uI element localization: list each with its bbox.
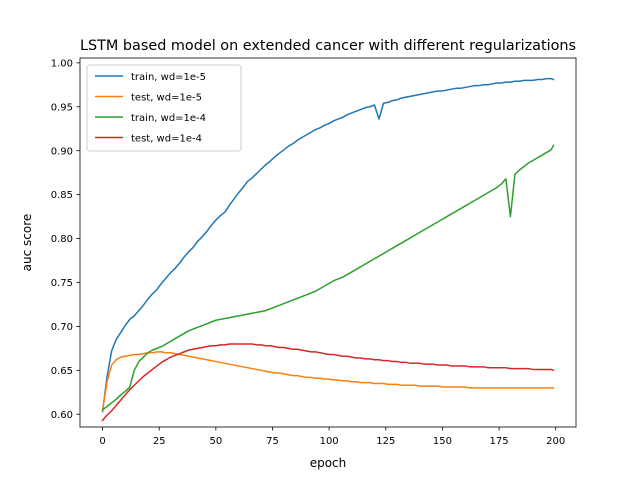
legend-label: train, wd=1e-5: [131, 72, 206, 83]
y-tick-label: 0.85: [51, 190, 73, 201]
x-tick-label: 175: [490, 436, 509, 447]
chart-title: LSTM based model on extended cancer with…: [80, 38, 576, 54]
x-tick-label: 200: [546, 436, 565, 447]
x-tick-label: 25: [153, 436, 166, 447]
legend: train, wd=1e-5 test, wd=1e-5 train, wd=1e-…: [86, 64, 242, 152]
series-line-3: [101, 144, 555, 411]
plot-lines: [101, 77, 555, 422]
y-tick-label: 0.75: [51, 278, 73, 289]
y-tick-label: 0.80: [51, 234, 73, 245]
legend-items: train, wd=1e-5 test, wd=1e-5 train, wd=1e-…: [95, 72, 206, 145]
y-tick-label: 0.65: [51, 366, 73, 377]
series-line-4: [101, 343, 555, 422]
y-tick-label: 1.00: [51, 58, 73, 69]
x-tick-label: 150: [433, 436, 452, 447]
x-tick-label: 50: [209, 436, 222, 447]
y-tick-label: 0.70: [51, 322, 73, 333]
x-tick-label: 75: [266, 436, 279, 447]
x-tick-label: 125: [376, 436, 395, 447]
y-tick-label: 0.60: [51, 410, 73, 421]
x-tick-label: 0: [99, 436, 105, 447]
legend-label: train, wd=1e-4: [131, 113, 206, 124]
legend-box: [86, 64, 242, 152]
y-tick-label: 0.90: [51, 146, 73, 157]
x-axis-ticks: 0 25 50 75 100 125 150 175 200: [99, 427, 565, 447]
y-axis-label: auc score: [20, 214, 34, 272]
x-axis-label: epoch: [310, 456, 347, 470]
legend-label: test, wd=1e-4: [131, 134, 202, 145]
y-axis-ticks: 0.60 0.65 0.70 0.75 0.80 0.85 0.90 0.95 1.00: [51, 58, 80, 421]
legend-label: test, wd=1e-5: [131, 93, 202, 104]
y-tick-label: 0.95: [51, 102, 73, 113]
series-line-1: [101, 77, 555, 413]
axes-frame: [79, 57, 577, 428]
x-tick-label: 100: [320, 436, 339, 447]
